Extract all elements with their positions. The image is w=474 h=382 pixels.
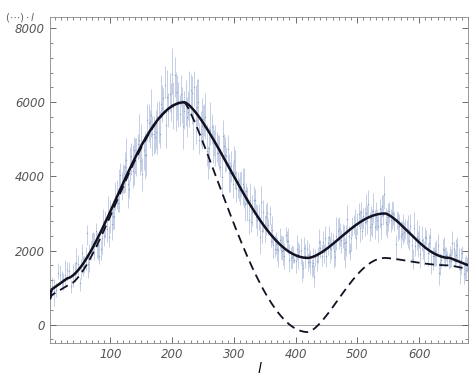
X-axis label: l: l — [257, 363, 261, 376]
Text: $(\cdots)\cdot l$: $(\cdots)\cdot l$ — [5, 11, 36, 24]
